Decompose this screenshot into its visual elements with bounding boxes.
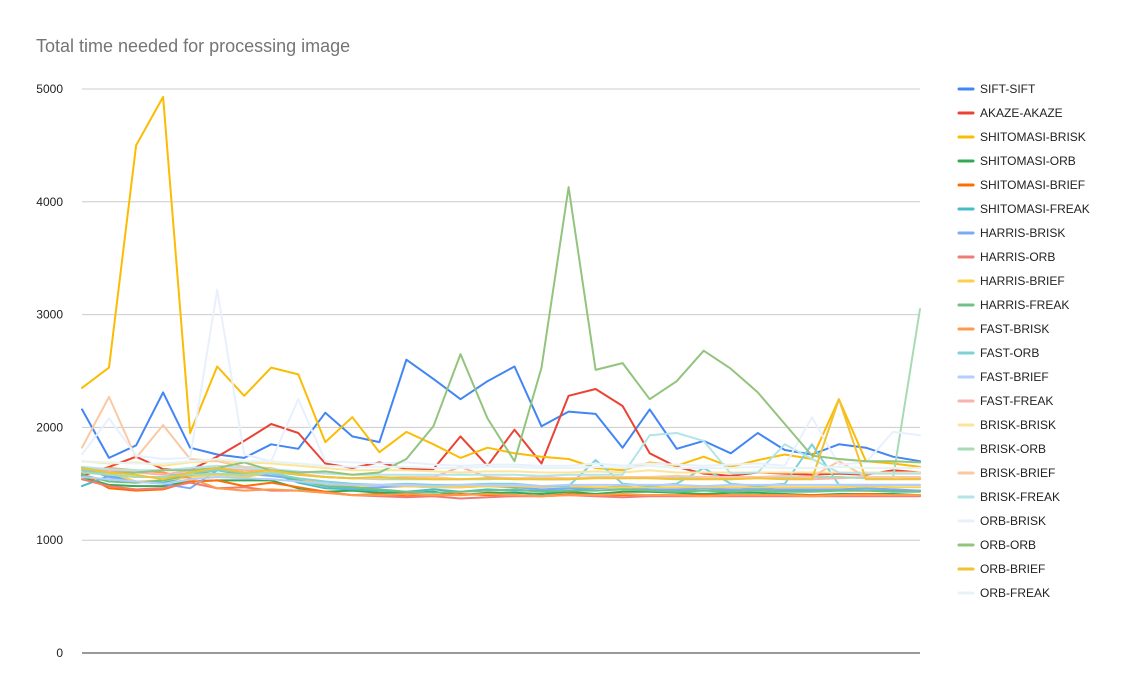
legend-label: SHITOMASI-BRISK bbox=[980, 130, 1086, 144]
series-line-fast-brisk bbox=[81, 467, 921, 498]
y-tick-label: 4000 bbox=[36, 195, 63, 209]
y-axis-ticks: 0 1000 2000 3000 4000 5000 bbox=[36, 82, 63, 660]
legend-label: FAST-BRISK bbox=[980, 322, 1049, 336]
series-line-brisk-orb bbox=[81, 308, 921, 481]
legend-label: FAST-FREAK bbox=[980, 394, 1053, 408]
legend-label: BRISK-BRIEF bbox=[980, 466, 1055, 480]
chart-title: Total time needed for processing image bbox=[36, 36, 351, 56]
series-line-orb-freak bbox=[81, 458, 921, 469]
legend-label: HARRIS-BRIEF bbox=[980, 274, 1065, 288]
legend-item-brisk-freak[interactable]: BRISK-FREAK bbox=[957, 490, 1060, 504]
series-line-sift-sift bbox=[81, 358, 921, 463]
legend-item-brisk-brisk[interactable]: BRISK-BRISK bbox=[957, 418, 1056, 432]
legend-item-harris-brisk[interactable]: HARRIS-BRISK bbox=[957, 226, 1065, 240]
legend-item-harris-orb[interactable]: HARRIS-ORB bbox=[957, 250, 1055, 264]
legend-item-orb-freak[interactable]: ORB-FREAK bbox=[957, 586, 1050, 600]
legend-label: HARRIS-ORB bbox=[980, 250, 1055, 264]
legend-label: FAST-ORB bbox=[980, 346, 1039, 360]
legend-item-fast-freak[interactable]: FAST-FREAK bbox=[957, 394, 1053, 408]
legend-item-brisk-orb[interactable]: BRISK-ORB bbox=[957, 442, 1046, 456]
legend-label: FAST-BRIEF bbox=[980, 370, 1049, 384]
legend-label: SHITOMASI-BRIEF bbox=[980, 178, 1085, 192]
legend-label: SHITOMASI-ORB bbox=[980, 154, 1076, 168]
series-lines bbox=[81, 95, 921, 500]
legend-item-shitomasi-freak[interactable]: SHITOMASI-FREAK bbox=[957, 202, 1090, 216]
legend-item-akaze-akaze[interactable]: AKAZE-AKAZE bbox=[957, 106, 1063, 120]
legend-label: ORB-ORB bbox=[980, 538, 1036, 552]
legend-item-fast-brief[interactable]: FAST-BRIEF bbox=[957, 370, 1049, 384]
legend-label: ORB-BRIEF bbox=[980, 562, 1045, 576]
legend-item-brisk-brief[interactable]: BRISK-BRIEF bbox=[957, 466, 1055, 480]
series-line-akaze-akaze bbox=[81, 388, 921, 477]
series-line-orb-orb bbox=[81, 186, 921, 476]
series-line-fast-brief bbox=[81, 476, 921, 488]
legend-label: AKAZE-AKAZE bbox=[980, 106, 1063, 120]
legend-label: SIFT-SIFT bbox=[980, 82, 1036, 96]
y-tick-label: 1000 bbox=[36, 533, 63, 547]
series-line-shitomasi-brisk bbox=[81, 95, 921, 472]
legend-item-harris-brief[interactable]: HARRIS-BRIEF bbox=[957, 274, 1065, 288]
legend-label: ORB-FREAK bbox=[980, 586, 1050, 600]
y-tick-label: 5000 bbox=[36, 82, 63, 96]
legend-item-shitomasi-orb[interactable]: SHITOMASI-ORB bbox=[957, 154, 1076, 168]
gridlines bbox=[82, 88, 920, 654]
legend-item-orb-brisk[interactable]: ORB-BRISK bbox=[957, 514, 1046, 528]
legend-label: BRISK-BRISK bbox=[980, 418, 1056, 432]
legend-item-harris-freak[interactable]: HARRIS-FREAK bbox=[957, 298, 1069, 312]
legend: SIFT-SIFT AKAZE-AKAZE SHITOMASI-BRISK SHITO… bbox=[957, 82, 1090, 600]
legend-item-fast-brisk[interactable]: FAST-BRISK bbox=[957, 322, 1049, 336]
legend-label: BRISK-FREAK bbox=[980, 490, 1060, 504]
series-line-harris-brief bbox=[81, 469, 921, 489]
legend-label: HARRIS-FREAK bbox=[980, 298, 1069, 312]
series-line-orb-brief bbox=[81, 398, 921, 481]
legend-item-sift-sift[interactable]: SIFT-SIFT bbox=[957, 82, 1036, 96]
y-tick-label: 2000 bbox=[36, 420, 63, 434]
series-line-orb-brisk bbox=[81, 288, 921, 467]
legend-label: BRISK-ORB bbox=[980, 442, 1046, 456]
y-tick-label: 3000 bbox=[36, 308, 63, 322]
legend-item-fast-orb[interactable]: FAST-ORB bbox=[957, 346, 1039, 360]
legend-item-orb-orb[interactable]: ORB-ORB bbox=[957, 538, 1036, 552]
legend-label: HARRIS-BRISK bbox=[980, 226, 1065, 240]
legend-label: SHITOMASI-FREAK bbox=[980, 202, 1090, 216]
legend-label: ORB-BRISK bbox=[980, 514, 1046, 528]
legend-item-shitomasi-brief[interactable]: SHITOMASI-BRIEF bbox=[957, 178, 1085, 192]
legend-item-orb-brief[interactable]: ORB-BRIEF bbox=[957, 562, 1045, 576]
legend-item-shitomasi-brisk[interactable]: SHITOMASI-BRISK bbox=[957, 130, 1086, 144]
y-tick-label: 0 bbox=[56, 646, 63, 660]
